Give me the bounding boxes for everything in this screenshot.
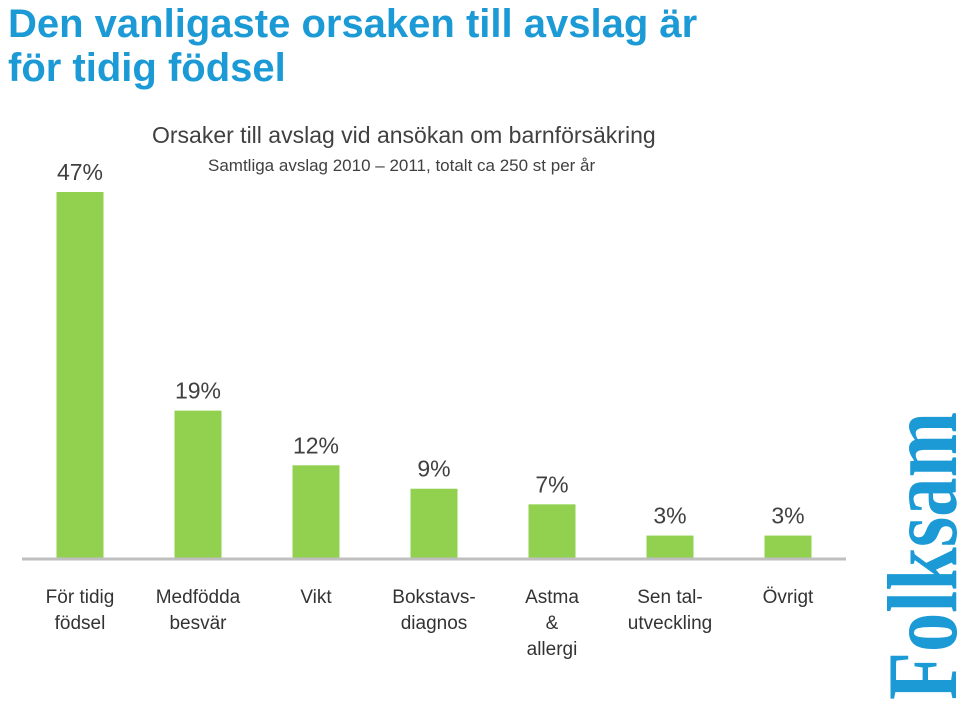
headline-line-2: för tidig födsel [8, 46, 286, 90]
category-label: Sen tal-utveckling [628, 587, 713, 634]
category-label: För tidig födsel [46, 587, 115, 634]
bar [646, 535, 694, 559]
folksam-logo: Folksam [872, 410, 960, 702]
bar [292, 465, 340, 559]
data-label: 3% [771, 503, 804, 529]
chart-title: Orsaker till avslag vid ansökan om barnf… [152, 122, 656, 148]
bar [56, 192, 104, 559]
category-label: Medfödda besvär [156, 587, 241, 634]
bar [174, 410, 222, 559]
bar [764, 535, 812, 559]
category-label: Astma & allergi [525, 587, 579, 660]
data-label: 19% [175, 378, 221, 404]
data-label: 9% [417, 456, 450, 482]
category-label: Vikt [300, 587, 332, 608]
data-label: 3% [653, 503, 686, 529]
data-label: 47% [57, 159, 103, 185]
headline: Den vanligaste orsaken till avslag är fö… [8, 2, 908, 90]
folksam-logo-text: Folksam [872, 412, 960, 700]
data-label: 7% [535, 471, 568, 497]
category-label: Bokstavs-diagnos [392, 587, 475, 634]
category-label: Övrigt [763, 587, 814, 608]
headline-line-1: Den vanligaste orsaken till avslag är [8, 2, 698, 46]
bar [528, 504, 576, 559]
bar [410, 488, 458, 559]
data-label: 12% [293, 432, 339, 458]
bar-chart: 47% För tidig födsel 19% Medfödda besvär 12% Vi… [22, 159, 846, 660]
chart-subtitle: Samtliga avslag 2010 – 2011, totalt ca 2… [208, 156, 596, 175]
